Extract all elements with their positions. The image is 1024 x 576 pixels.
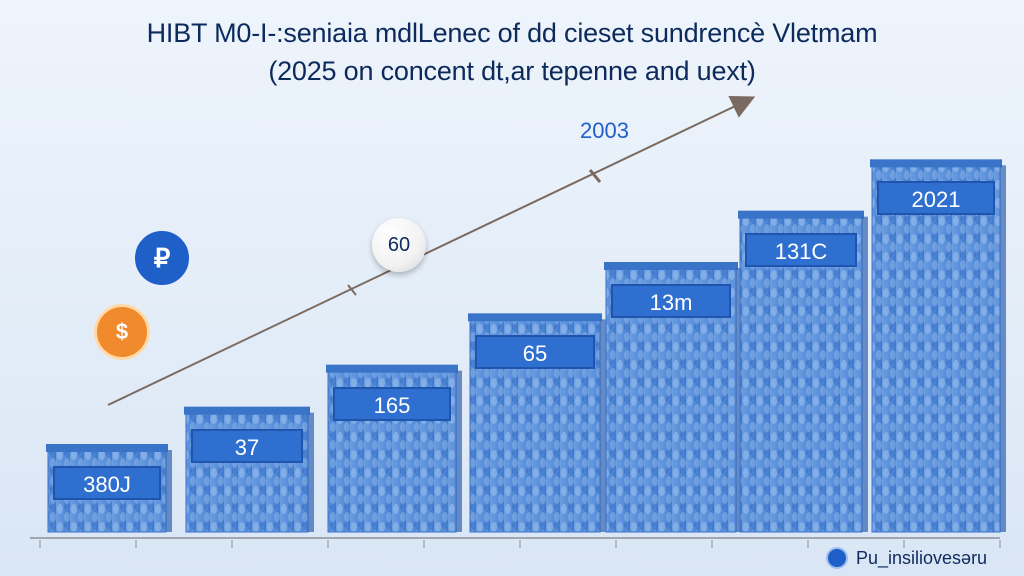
trend-tick <box>588 169 602 183</box>
bar-side <box>1000 165 1006 533</box>
bar-data-label: 131C <box>745 232 857 267</box>
bar-side <box>166 450 172 532</box>
brand-logo: Pu_insiliovesəru <box>826 547 987 569</box>
bar-data-label: 65 <box>475 335 595 370</box>
bar-side <box>736 268 742 532</box>
bar-data-label: 380J <box>53 466 161 500</box>
ruble-coin-icon: ₽ <box>132 228 192 288</box>
bar <box>871 162 1001 533</box>
bar-top <box>184 406 310 415</box>
bar-data-label: 13m <box>611 284 731 318</box>
bar-top <box>46 444 168 452</box>
logo-text: Pu_insiliovesəru <box>856 547 988 568</box>
bar-top <box>604 262 738 270</box>
bar-data-label: 165 <box>333 386 451 421</box>
bar <box>739 214 863 533</box>
bar-data-label: 37 <box>191 428 303 463</box>
dollar-coin-icon: $ <box>94 304 150 360</box>
trend-point-label: 60 <box>372 218 426 272</box>
chart-title: HIBT M0-I-:seniaia mdlLenec of dd cieset… <box>146 18 878 48</box>
trend-end-label: 2003 <box>580 118 629 143</box>
chart-subtitle: (2025 on concent dt,ar tepenne and uext) <box>268 56 756 86</box>
trend-tick <box>347 284 357 296</box>
bar-top <box>870 159 1002 168</box>
trend-arrow <box>107 96 756 406</box>
bar-side <box>862 216 868 532</box>
bar-side <box>456 370 462 532</box>
bar-side <box>600 319 606 532</box>
bar-top <box>468 313 602 322</box>
bar-data-label: 2021 <box>877 181 995 216</box>
logo-icon <box>826 547 848 569</box>
bar-side <box>308 412 314 532</box>
bar-top <box>738 210 864 219</box>
bar-top <box>326 364 458 373</box>
